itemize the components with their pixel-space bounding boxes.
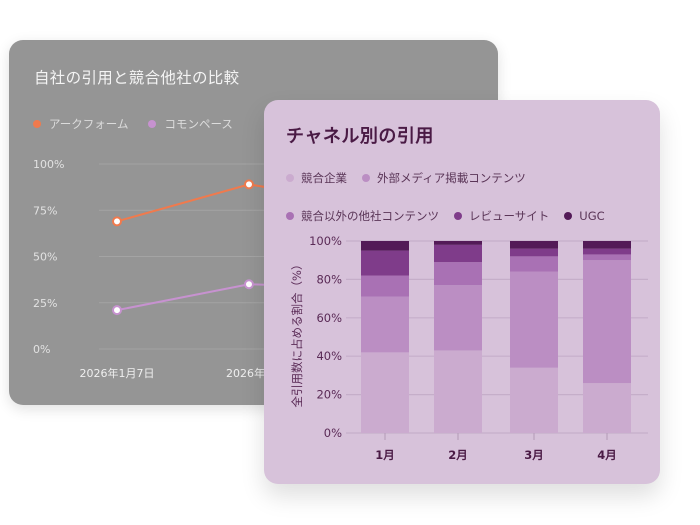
legend-dot-arcform [33,120,41,128]
legend-label: レビューサイト [469,209,550,223]
legend-dot [286,212,294,220]
legend-label: 外部メディア掲載コンテンツ [377,171,526,185]
y-tick-label: 20% [316,388,342,402]
line-chart-legend: アークフォーム コモンペース [33,116,233,132]
x-tick-label: 4月 [597,448,617,462]
bar-segment [510,271,558,368]
data-point [112,216,122,227]
line-chart-title: 自社の引用と競合他社の比較 [34,69,240,87]
y-tick-label: 25% [33,297,57,310]
legend-label: 競合企業 [301,171,347,185]
bar-chart-title: チャネル別の引用 [286,126,434,147]
bar-segment [583,254,631,261]
bar-segment [361,296,409,353]
x-tick-label: 3月 [524,448,544,462]
legend-item: レビューサイト [454,208,549,224]
bar-segment [510,256,558,272]
y-tick-label: 60% [316,311,342,325]
bar-segment [510,248,558,257]
bar-segment [361,241,409,251]
legend-dot [564,212,573,220]
bar-segment [434,262,482,286]
legend-item: 競合以外の他社コンテンツ [286,208,439,224]
y-tick-label: 0% [33,343,50,356]
legend-item: 競合企業 [286,170,347,186]
y-tick-label: 100% [33,158,64,171]
y-tick-label: 75% [33,204,57,217]
bar-segment [434,285,482,351]
bar-segment [361,352,409,433]
y-tick-label: 100% [309,234,342,248]
bar-segment [583,248,631,255]
y-tick-label: 50% [33,251,57,264]
bar-segment [361,250,409,276]
data-point [244,179,254,190]
x-tick-label: 2月 [448,448,468,462]
channel-citation-card: チャネル別の引用 競合企業 外部メディア掲載コンテンツ競合以外の他社コンテンツ レビ… [264,100,660,484]
legend-dot-commonpace [148,120,157,128]
legend-dot [286,174,294,182]
bar-segment [583,260,631,384]
legend-dot [454,212,462,220]
x-tick-label: 2026年1月7日 [80,366,155,380]
bar-segment [583,241,631,249]
y-tick-label: 40% [316,349,342,363]
bar-segment [510,241,558,249]
data-point [244,279,254,290]
bar-segment [510,367,558,433]
bar-segment [361,275,409,297]
bar-segment [583,383,631,433]
bar-segment [434,244,482,263]
legend-item: UGC [564,208,605,224]
y-tick-label: 0% [324,426,342,440]
data-point [112,305,122,316]
bar-segment [434,350,482,433]
legend-item: 外部メディア掲載コンテンツ [362,170,526,186]
legend-item-arcform: アークフォーム [33,116,128,132]
bar-segment [434,241,482,245]
legend-label: UGC [579,209,605,223]
legend-dot [362,174,370,182]
bar-chart-legend: 競合企業 外部メディア掲載コンテンツ競合以外の他社コンテンツ レビューサイト UGC [286,170,656,224]
x-tick-label: 1月 [375,448,395,462]
x-tick-label: 2026年1 [226,366,272,380]
legend-label: アークフォーム [49,117,129,131]
stacked-bar-chart: 100% 80% 60% 40% 20% 0% 1月 2月 3月 4月 [309,234,648,462]
legend-label: コモンペース [164,117,233,131]
legend-item-commonpace: コモンペース [148,116,233,132]
y-tick-label: 80% [316,272,342,286]
legend-label: 競合以外の他社コンテンツ [301,209,439,223]
